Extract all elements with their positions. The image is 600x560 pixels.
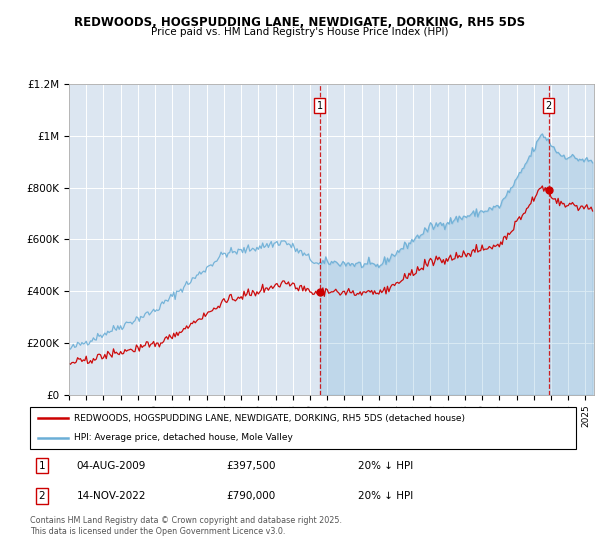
Text: 2: 2	[545, 101, 552, 111]
Text: £790,000: £790,000	[227, 491, 276, 501]
Text: 1: 1	[38, 461, 46, 471]
Text: 1: 1	[317, 101, 323, 111]
Text: 2: 2	[38, 491, 46, 501]
Text: 20% ↓ HPI: 20% ↓ HPI	[358, 491, 413, 501]
Text: HPI: Average price, detached house, Mole Valley: HPI: Average price, detached house, Mole…	[74, 433, 293, 442]
Text: Contains HM Land Registry data © Crown copyright and database right 2025.
This d: Contains HM Land Registry data © Crown c…	[30, 516, 342, 536]
Text: 14-NOV-2022: 14-NOV-2022	[76, 491, 146, 501]
Text: REDWOODS, HOGSPUDDING LANE, NEWDIGATE, DORKING, RH5 5DS: REDWOODS, HOGSPUDDING LANE, NEWDIGATE, D…	[74, 16, 526, 29]
Text: 04-AUG-2009: 04-AUG-2009	[76, 461, 146, 471]
Text: 20% ↓ HPI: 20% ↓ HPI	[358, 461, 413, 471]
Text: Price paid vs. HM Land Registry's House Price Index (HPI): Price paid vs. HM Land Registry's House …	[151, 27, 449, 38]
Text: REDWOODS, HOGSPUDDING LANE, NEWDIGATE, DORKING, RH5 5DS (detached house): REDWOODS, HOGSPUDDING LANE, NEWDIGATE, D…	[74, 414, 464, 423]
FancyBboxPatch shape	[30, 407, 576, 449]
Text: £397,500: £397,500	[227, 461, 276, 471]
